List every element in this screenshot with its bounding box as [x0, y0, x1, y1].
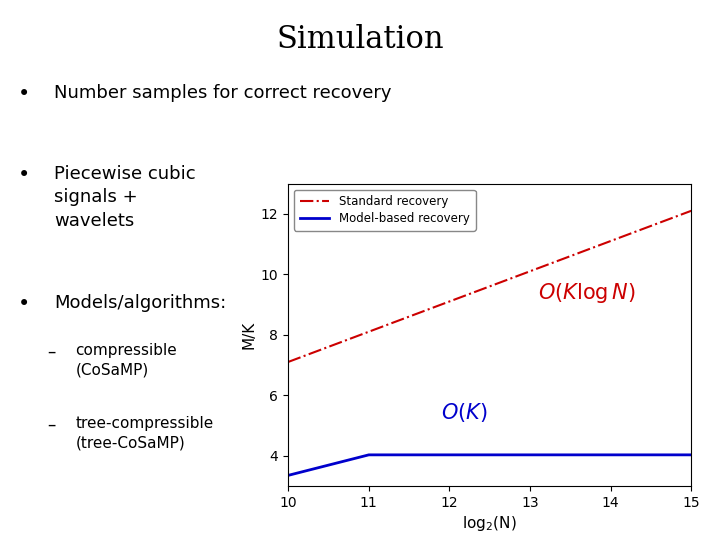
Model-based recovery [503, 451, 511, 458]
Standard recovery [614, 235, 623, 241]
Standard recovery [284, 359, 292, 365]
Model-based recovery [284, 472, 292, 478]
X-axis label: log$_2$(N): log$_2$(N) [462, 514, 517, 533]
Model-based recovery [364, 451, 373, 458]
Standard recovery [523, 269, 532, 275]
Standard recovery [477, 286, 486, 293]
Model-based recovery [687, 451, 696, 458]
Model-based recovery [478, 451, 487, 458]
Model-based recovery [615, 451, 624, 458]
Text: Piecewise cubic
signals +
wavelets: Piecewise cubic signals + wavelets [54, 165, 196, 230]
Y-axis label: M/K: M/K [241, 321, 256, 349]
Text: Simulation: Simulation [276, 24, 444, 55]
Text: $O(K)$: $O(K)$ [441, 401, 488, 424]
Text: Number samples for correct recovery: Number samples for correct recovery [54, 84, 392, 102]
Legend: Standard recovery, Model-based recovery: Standard recovery, Model-based recovery [294, 190, 475, 231]
Model-based recovery [678, 451, 687, 458]
Text: •: • [18, 294, 30, 314]
Standard recovery [678, 211, 686, 218]
Text: compressible
(CoSaMP): compressible (CoSaMP) [76, 343, 177, 377]
Text: –: – [47, 343, 55, 361]
Text: –: – [47, 416, 55, 434]
Text: •: • [18, 84, 30, 104]
Model-based recovery [476, 451, 485, 458]
Text: $O(K\log N)$: $O(K\log N)$ [538, 280, 636, 305]
Text: tree-compressible
(tree-CoSaMP): tree-compressible (tree-CoSaMP) [76, 416, 214, 450]
Standard recovery [502, 277, 510, 284]
Line: Model-based recovery: Model-based recovery [288, 455, 691, 475]
Line: Standard recovery: Standard recovery [288, 211, 691, 362]
Standard recovery [475, 287, 484, 293]
Standard recovery [687, 207, 696, 214]
Text: Models/algorithms:: Models/algorithms: [54, 294, 226, 312]
Text: •: • [18, 165, 30, 185]
Model-based recovery [524, 451, 533, 458]
